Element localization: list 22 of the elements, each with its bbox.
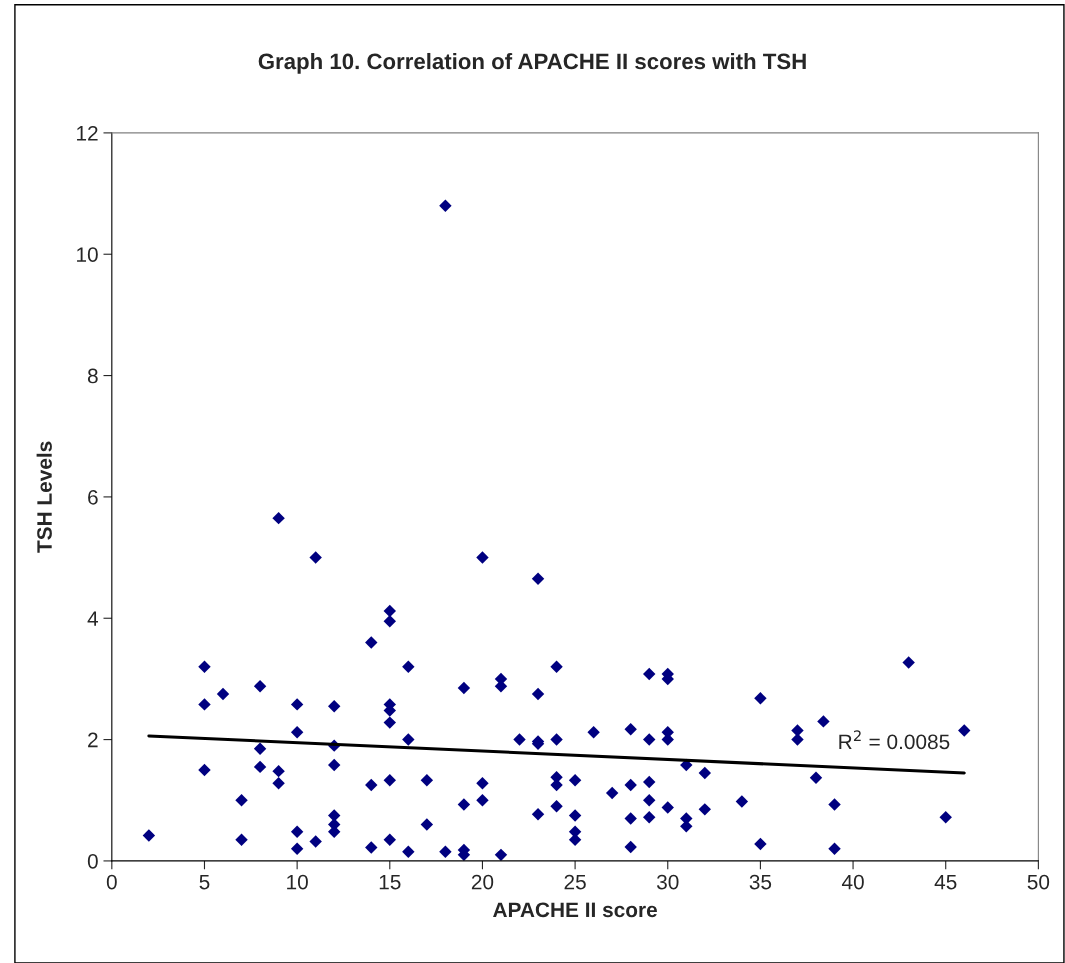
x-tick-label: 0 <box>106 874 117 890</box>
y-axis-title: TSH Levels <box>36 441 52 553</box>
x-axis-title: APACHE II score <box>493 902 657 918</box>
x-tick-label: 25 <box>564 874 586 890</box>
x-tick-label: 45 <box>934 874 957 890</box>
chart-title: Graph 10. Correlation of APACHE II scores with TSH <box>258 52 806 74</box>
annotation: R$^{2}$ = 0.0085 <box>839 730 950 750</box>
y-tick-label: 2 <box>88 732 98 748</box>
x-tick-label: 20 <box>471 874 494 890</box>
x-tick-label: 50 <box>1027 874 1050 890</box>
y-tick-label: 12 <box>77 125 98 141</box>
y-tick-label: 0 <box>87 853 98 869</box>
x-tick-label: 40 <box>841 874 864 890</box>
x-tick-label: 15 <box>379 874 401 890</box>
y-tick-label: 6 <box>88 489 98 505</box>
x-tick-label: 35 <box>749 874 772 890</box>
y-tick-label: 8 <box>87 368 98 384</box>
y-tick-label: 4 <box>87 611 99 626</box>
x-tick-label: 10 <box>287 874 308 890</box>
x-tick-label: 5 <box>199 874 210 890</box>
x-tick-label: 30 <box>656 874 679 890</box>
y-tick-label: 10 <box>77 247 98 262</box>
